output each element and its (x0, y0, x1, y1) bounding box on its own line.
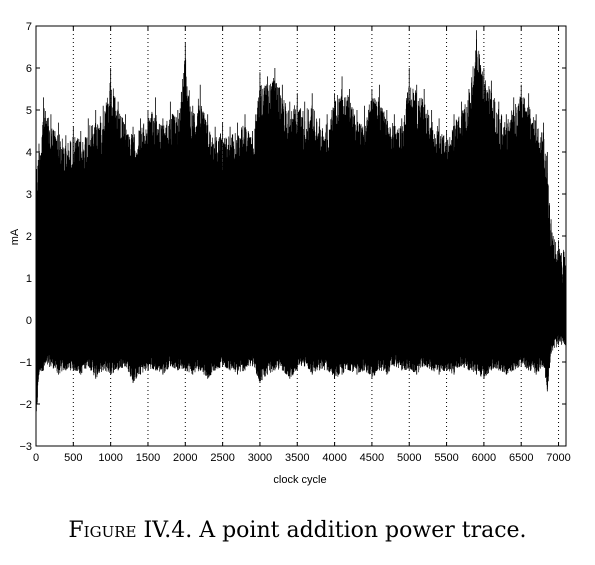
x-tick-label: 500 (64, 452, 82, 464)
y-tick-label: 3 (26, 189, 32, 201)
y-tick-label: −1 (19, 357, 32, 369)
y-tick-label: 2 (26, 231, 32, 243)
y-tick-label: −3 (19, 441, 32, 453)
y-tick-labels: −3 −2 −1 0 1 2 3 4 5 6 7 (19, 21, 32, 453)
y-tick-label: 0 (26, 315, 32, 327)
trace-layer (35, 30, 567, 430)
x-tick-label: 5500 (434, 452, 458, 464)
y-tick-label: 5 (26, 105, 32, 117)
x-tick-label: 3000 (248, 452, 272, 464)
x-tick-label: 6500 (509, 452, 533, 464)
x-tick-label: 2000 (173, 452, 197, 464)
x-tick-label: 0 (33, 452, 39, 464)
power-trace-series (35, 39, 567, 425)
tick-marks (35, 25, 566, 447)
x-tick-label: 3500 (285, 452, 309, 464)
x-tick-label: 4000 (322, 452, 346, 464)
caption-label: Figure (68, 518, 137, 543)
x-tick-label: 1500 (136, 452, 160, 464)
x-tick-label: 1000 (98, 452, 122, 464)
y-axis-label: mA (9, 228, 21, 245)
y-tick-label: 4 (26, 147, 32, 159)
caption-text: A point addition power trace. (199, 518, 527, 543)
figure-caption: Figure IV.4. A point addition power trac… (0, 518, 595, 543)
x-tick-label: 4500 (360, 452, 384, 464)
x-tick-label: 6000 (472, 452, 496, 464)
x-tick-label: 5000 (397, 452, 421, 464)
caption-number: IV.4. (143, 518, 193, 543)
x-tick-label: 7000 (546, 452, 570, 464)
x-tick-label: 2500 (210, 452, 234, 464)
x-tick-labels: 0 500 1000 1500 2000 2500 3000 3500 4000 4500 5000… (33, 452, 571, 464)
power-trace-chart: 0 500 1000 1500 2000 2500 3000 3500 4000 4500 5000… (9, 21, 571, 486)
y-tick-label: 6 (26, 63, 32, 75)
y-tick-label: 1 (26, 273, 32, 285)
x-axis-label: clock cycle (273, 474, 326, 486)
y-tick-label: −2 (19, 399, 32, 411)
y-tick-label: 7 (26, 21, 32, 33)
